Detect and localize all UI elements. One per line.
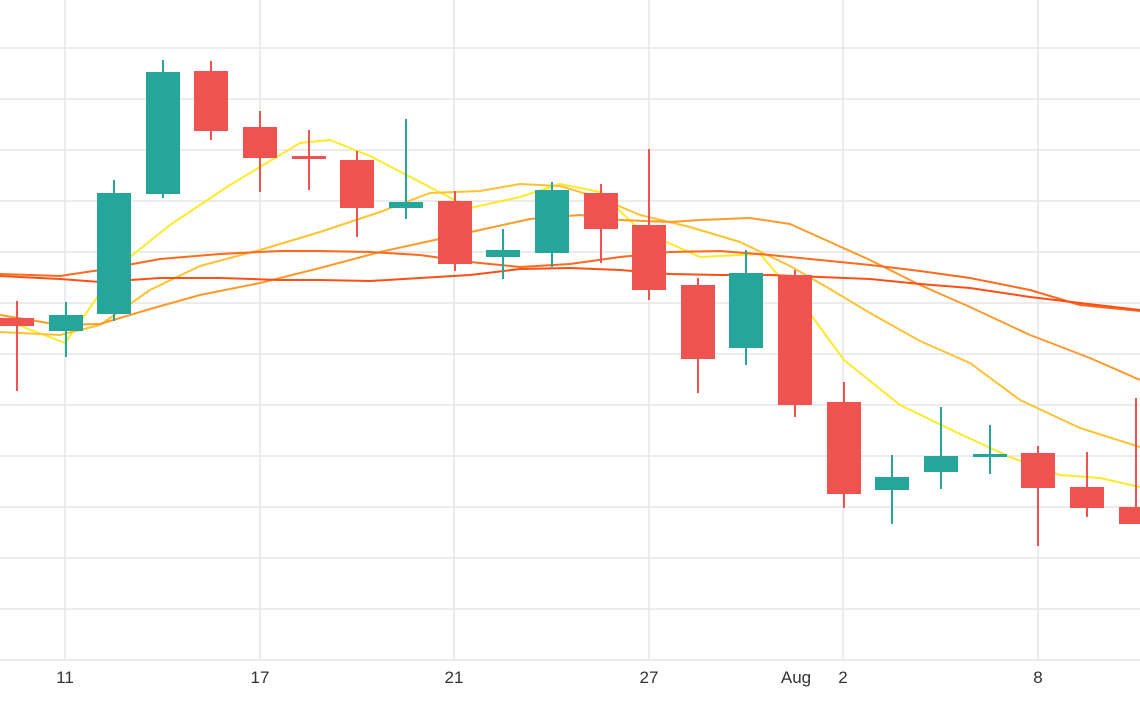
x-tick-label: Aug <box>781 668 811 687</box>
candle-body <box>486 250 520 257</box>
moving-average-line <box>0 139 1140 488</box>
candle-body <box>924 456 958 472</box>
x-tick-label: 2 <box>838 668 847 687</box>
candle-down <box>243 111 277 192</box>
candle-body <box>1021 453 1055 488</box>
x-tick-label: 8 <box>1033 668 1042 687</box>
candle-up <box>535 182 569 267</box>
candle-down <box>632 149 666 300</box>
candle-down <box>1119 398 1140 524</box>
candle-down <box>681 278 715 393</box>
candle-body <box>97 193 131 314</box>
candle-down <box>1021 446 1055 546</box>
candle-up <box>973 425 1007 474</box>
candle-down <box>1070 452 1104 517</box>
moving-average-line <box>0 250 1140 312</box>
candle-body <box>681 285 715 359</box>
candle-body <box>729 273 763 348</box>
candle-body <box>1070 487 1104 508</box>
candle-body <box>292 156 326 159</box>
candles <box>0 60 1140 546</box>
candle-body <box>389 202 423 208</box>
candle-up <box>146 60 180 198</box>
candle-body <box>1119 507 1140 524</box>
moving-average-line <box>0 183 1140 448</box>
x-axis: 11 17 21 27 Aug 2 8 <box>56 668 1043 687</box>
candle-down <box>0 301 34 391</box>
moving-average-line <box>0 267 1140 311</box>
candle-down <box>340 151 374 237</box>
candle-body <box>340 160 374 208</box>
candle-body <box>875 477 909 490</box>
candle-up <box>49 302 83 357</box>
candle-up <box>924 407 958 489</box>
candle-body <box>535 190 569 253</box>
candle-up <box>486 229 520 279</box>
candle-body <box>973 454 1007 457</box>
candle-body <box>243 127 277 158</box>
candle-body <box>438 201 472 264</box>
x-tick-label: 21 <box>445 668 464 687</box>
candle-down <box>438 191 472 271</box>
candle-up <box>875 455 909 524</box>
candle-body <box>632 225 666 290</box>
candle-body <box>584 193 618 229</box>
candle-down <box>292 130 326 190</box>
candle-body <box>827 402 861 494</box>
candle-body <box>778 275 812 405</box>
candle-up <box>389 119 423 219</box>
candle-down <box>584 184 618 263</box>
candle-body <box>146 72 180 194</box>
x-tick-label: 11 <box>56 668 74 687</box>
moving-average-line <box>0 214 1140 381</box>
candle-body <box>194 71 228 131</box>
candle-down <box>194 61 228 140</box>
x-tick-label: 27 <box>640 668 659 687</box>
candle-up <box>729 250 763 365</box>
candle-body <box>0 318 34 326</box>
x-tick-label: 17 <box>251 668 270 687</box>
candle-up <box>97 180 131 321</box>
candle-down <box>778 270 812 417</box>
candle-down <box>827 382 861 508</box>
candle-body <box>49 315 83 331</box>
